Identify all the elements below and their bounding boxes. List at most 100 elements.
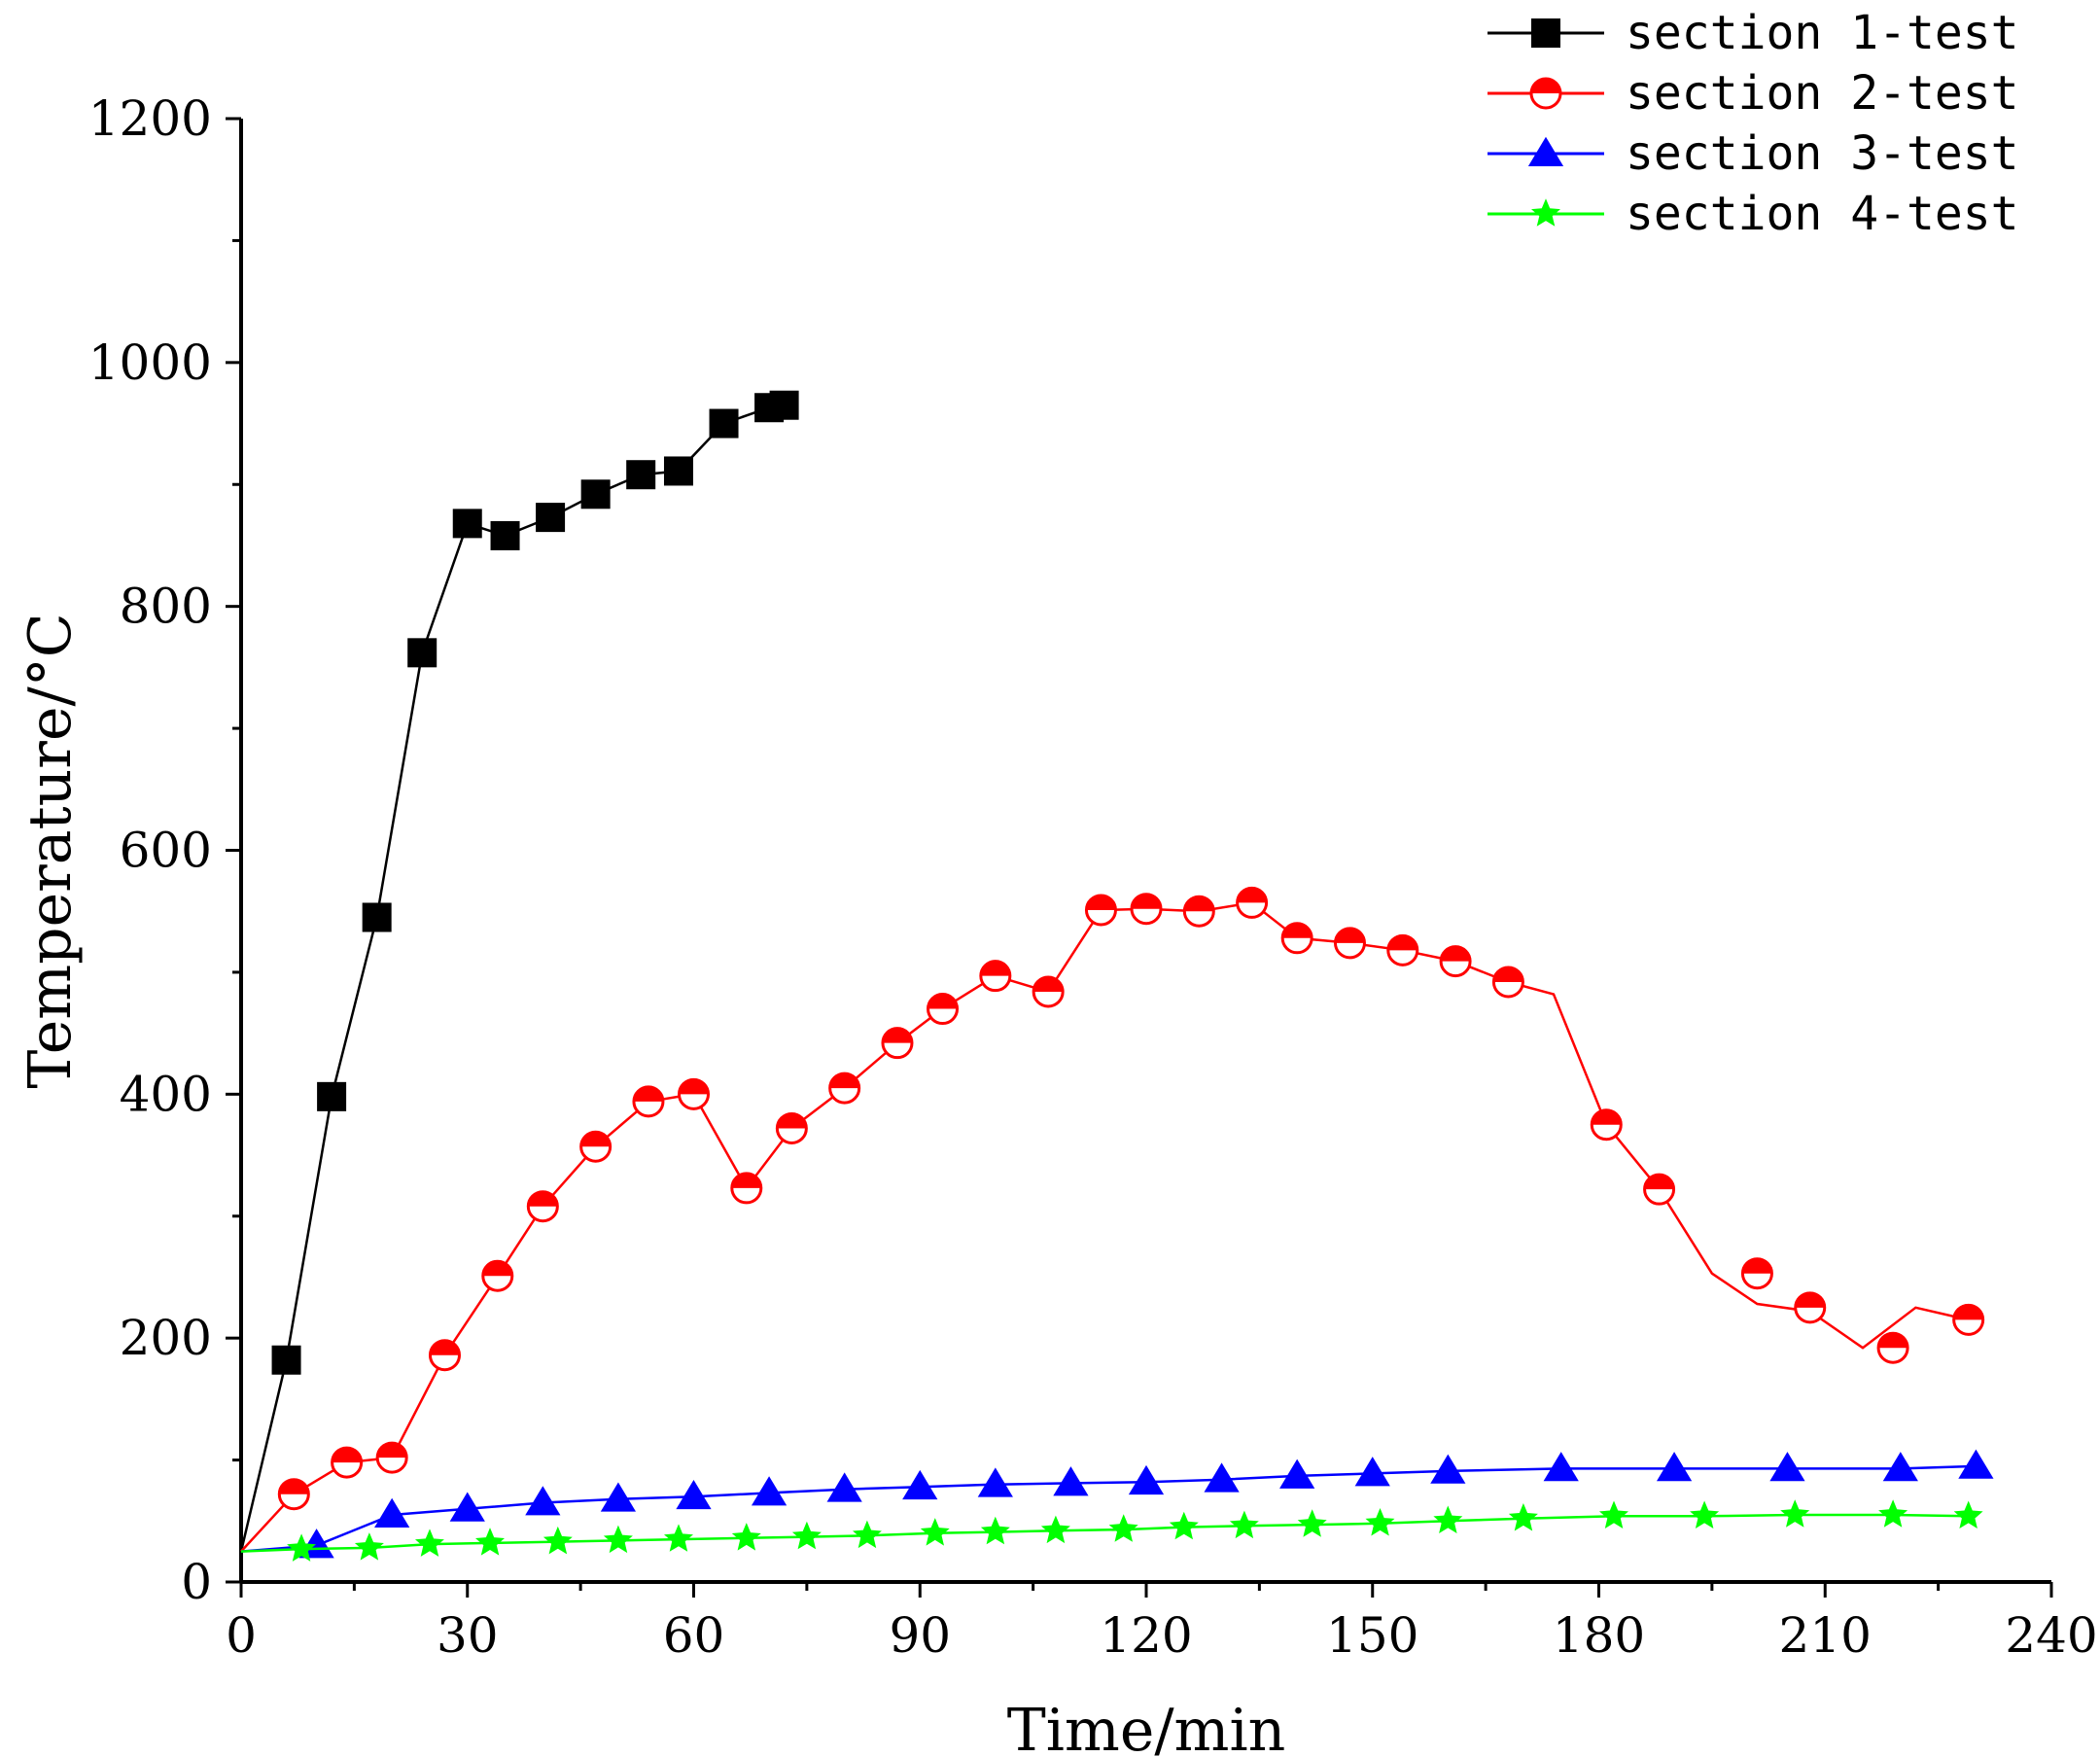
triangle-marker	[1527, 136, 1564, 166]
series-2	[240, 886, 1985, 1553]
circle-marker	[927, 993, 960, 1026]
square-marker	[452, 509, 482, 539]
y-tick-label: 400	[120, 1066, 212, 1122]
circle-marker	[375, 1441, 408, 1474]
legend-item: section 3-test	[1488, 126, 2019, 181]
triangle-marker	[1053, 1466, 1089, 1496]
circle-marker	[730, 1172, 763, 1205]
ticks: 0 30 60 90 120 150 180 210 240 0 200 400 600 800 1000 1…	[88, 90, 2098, 1664]
circle-marker	[1386, 933, 1419, 966]
star-marker	[980, 1516, 1010, 1545]
legend-item: section 4-test	[1488, 187, 2019, 241]
triangle-marker	[977, 1467, 1013, 1497]
triangle-marker	[1882, 1452, 1918, 1482]
circle-marker	[678, 1077, 710, 1110]
circle-marker	[1439, 945, 1472, 978]
triangle-marker	[1656, 1452, 1693, 1482]
star-marker	[1953, 1500, 1983, 1529]
triangle-marker	[1958, 1449, 1994, 1479]
star-marker	[1108, 1514, 1138, 1542]
series-line	[239, 404, 785, 1552]
y-tick-label: 200	[120, 1310, 212, 1366]
triangle-marker	[1354, 1457, 1390, 1487]
legend-label: section 1-test	[1626, 6, 2019, 60]
triangle-marker	[1204, 1462, 1240, 1493]
square-marker	[663, 456, 693, 486]
x-axis-title: Time/min	[1007, 1697, 1286, 1757]
circle-marker	[1529, 77, 1562, 110]
circle-marker	[1643, 1173, 1676, 1206]
star-marker	[1599, 1500, 1628, 1529]
y-tick-label: 1200	[88, 90, 212, 147]
star-marker	[920, 1518, 950, 1546]
star-marker	[731, 1523, 761, 1551]
x-tick-label: 0	[226, 1607, 257, 1664]
y-tick-label: 600	[120, 823, 212, 879]
circle-marker	[1182, 895, 1215, 928]
series-4	[240, 1499, 1983, 1562]
axes	[239, 119, 2051, 1584]
circle-marker	[1084, 894, 1117, 927]
star-marker	[1780, 1499, 1810, 1528]
square-marker	[626, 460, 656, 490]
legend-label: section 4-test	[1626, 187, 2019, 241]
x-tick-label: 90	[889, 1607, 951, 1664]
triangle-marker	[902, 1469, 938, 1500]
x-tick-label: 180	[1553, 1607, 1645, 1664]
triangle-marker	[1430, 1454, 1466, 1484]
star-marker	[603, 1525, 633, 1554]
x-tick-label: 30	[437, 1607, 499, 1664]
series-layer	[239, 390, 1994, 1562]
series-line	[240, 1513, 1969, 1553]
series-3	[240, 1449, 1994, 1559]
legend-item: section 2-test	[1488, 66, 2019, 121]
star-marker	[1531, 198, 1560, 227]
legend-label: section 3-test	[1626, 126, 2019, 181]
star-marker	[1433, 1505, 1463, 1533]
circle-marker	[1280, 922, 1313, 955]
triangle-marker	[525, 1486, 561, 1516]
x-tick-label: 150	[1326, 1607, 1418, 1664]
triangle-marker	[1543, 1452, 1579, 1482]
circle-marker	[775, 1111, 808, 1144]
square-marker	[709, 408, 739, 439]
circle-marker	[277, 1478, 310, 1511]
triangle-marker	[1279, 1458, 1315, 1489]
circle-marker	[1130, 893, 1163, 926]
star-marker	[287, 1533, 316, 1562]
star-marker	[542, 1526, 573, 1555]
triangle-marker	[1128, 1464, 1165, 1495]
square-marker	[407, 638, 438, 668]
star-marker	[415, 1529, 444, 1557]
y-axis-title: Temperature/°C	[17, 613, 85, 1088]
star-marker	[791, 1521, 822, 1550]
circle-marker	[632, 1085, 665, 1118]
square-marker	[536, 503, 566, 533]
square-marker	[317, 1081, 347, 1111]
circle-marker	[1740, 1257, 1773, 1290]
y-tick-label: 800	[120, 579, 212, 635]
square-marker	[490, 520, 520, 550]
series-1	[239, 390, 799, 1552]
square-marker	[362, 902, 392, 932]
circle-marker	[1590, 1108, 1623, 1142]
circle-marker	[1794, 1291, 1827, 1324]
star-marker	[475, 1528, 505, 1556]
circle-marker	[579, 1130, 612, 1163]
triangle-marker	[826, 1472, 862, 1502]
circle-marker	[428, 1339, 461, 1372]
star-marker	[1229, 1510, 1259, 1539]
y-tick-label: 0	[181, 1554, 212, 1610]
circle-marker	[331, 1446, 364, 1479]
star-marker	[853, 1520, 882, 1549]
triangle-marker	[1769, 1452, 1805, 1482]
legend-item: section 1-test	[1488, 6, 2019, 60]
star-marker	[664, 1524, 693, 1552]
x-tick-label: 120	[1100, 1607, 1192, 1664]
circle-marker	[1876, 1331, 1909, 1364]
circle-marker	[979, 960, 1012, 993]
y-tick-label: 1000	[88, 334, 212, 391]
square-marker	[580, 479, 611, 510]
